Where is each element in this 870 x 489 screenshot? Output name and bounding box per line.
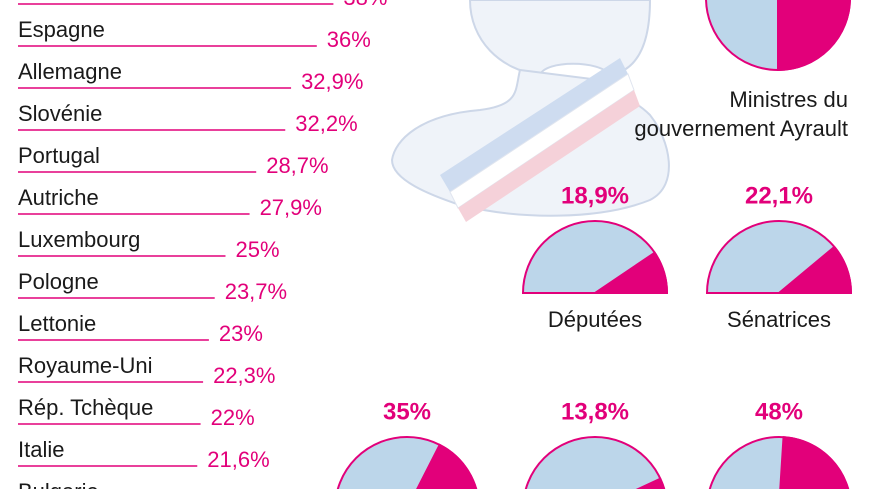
pie-slice (777, 0, 851, 72)
pie-value-label: 48% (755, 398, 803, 425)
pie-label: Sénatrices (727, 307, 831, 332)
country-label: Royaume-Uni (18, 353, 153, 378)
country-label: Espagne (18, 17, 105, 42)
value-label: 23,7% (225, 279, 287, 304)
pie-value-label: 18,9% (561, 182, 629, 209)
value-label: 27,9% (260, 195, 322, 220)
sash-blue (440, 58, 628, 192)
value-label: 21,6% (207, 447, 269, 472)
value-label: 23% (219, 321, 263, 346)
value-label: 25% (236, 237, 280, 262)
country-label: Portugal (18, 143, 100, 168)
pie-label: Ministres du (729, 87, 848, 112)
pie-charts: Ministres du gouvernement Ayrault 18,9% Dép… (336, 0, 853, 489)
pie-value-label: 35% (383, 398, 431, 425)
pie-value-label: 13,8% (561, 398, 629, 425)
value-label: 28,7% (266, 153, 328, 178)
country-label: Autriche (18, 185, 99, 210)
country-label: Allemagne (18, 59, 122, 84)
pie-base (524, 436, 666, 489)
value-label: 32,2% (295, 111, 357, 136)
pie-label: Députées (548, 307, 642, 332)
value-label: 22% (211, 405, 255, 430)
pie-value-label: 22,1% (745, 182, 813, 209)
country-label: Luxembourg (18, 227, 140, 252)
value-label: 38% (343, 0, 387, 10)
value-label: 32,9% (301, 69, 363, 94)
value-label: 36% (327, 27, 371, 52)
pie-slice (635, 477, 666, 489)
country-label: Bulgarie (18, 479, 99, 489)
value-label: 22,3% (213, 363, 275, 388)
country-label: Rép. Tchèque (18, 395, 153, 420)
country-bars: 38% Espagne 36% Allemagne 32,9% Slovénie 32,2%… (18, 0, 387, 489)
sash-red (458, 90, 640, 222)
country-label: Lettonie (18, 311, 96, 336)
pie-label: gouvernement Ayrault (634, 116, 848, 141)
pie-slice (779, 436, 850, 489)
country-label: Italie (18, 437, 64, 462)
marianne-bust (390, 0, 670, 222)
pie-slice (776, 245, 853, 294)
pie-slice (416, 443, 478, 489)
pie-slice (591, 251, 669, 294)
country-label: Slovénie (18, 101, 102, 126)
bust-head (468, 0, 652, 77)
country-label: Pologne (18, 269, 99, 294)
